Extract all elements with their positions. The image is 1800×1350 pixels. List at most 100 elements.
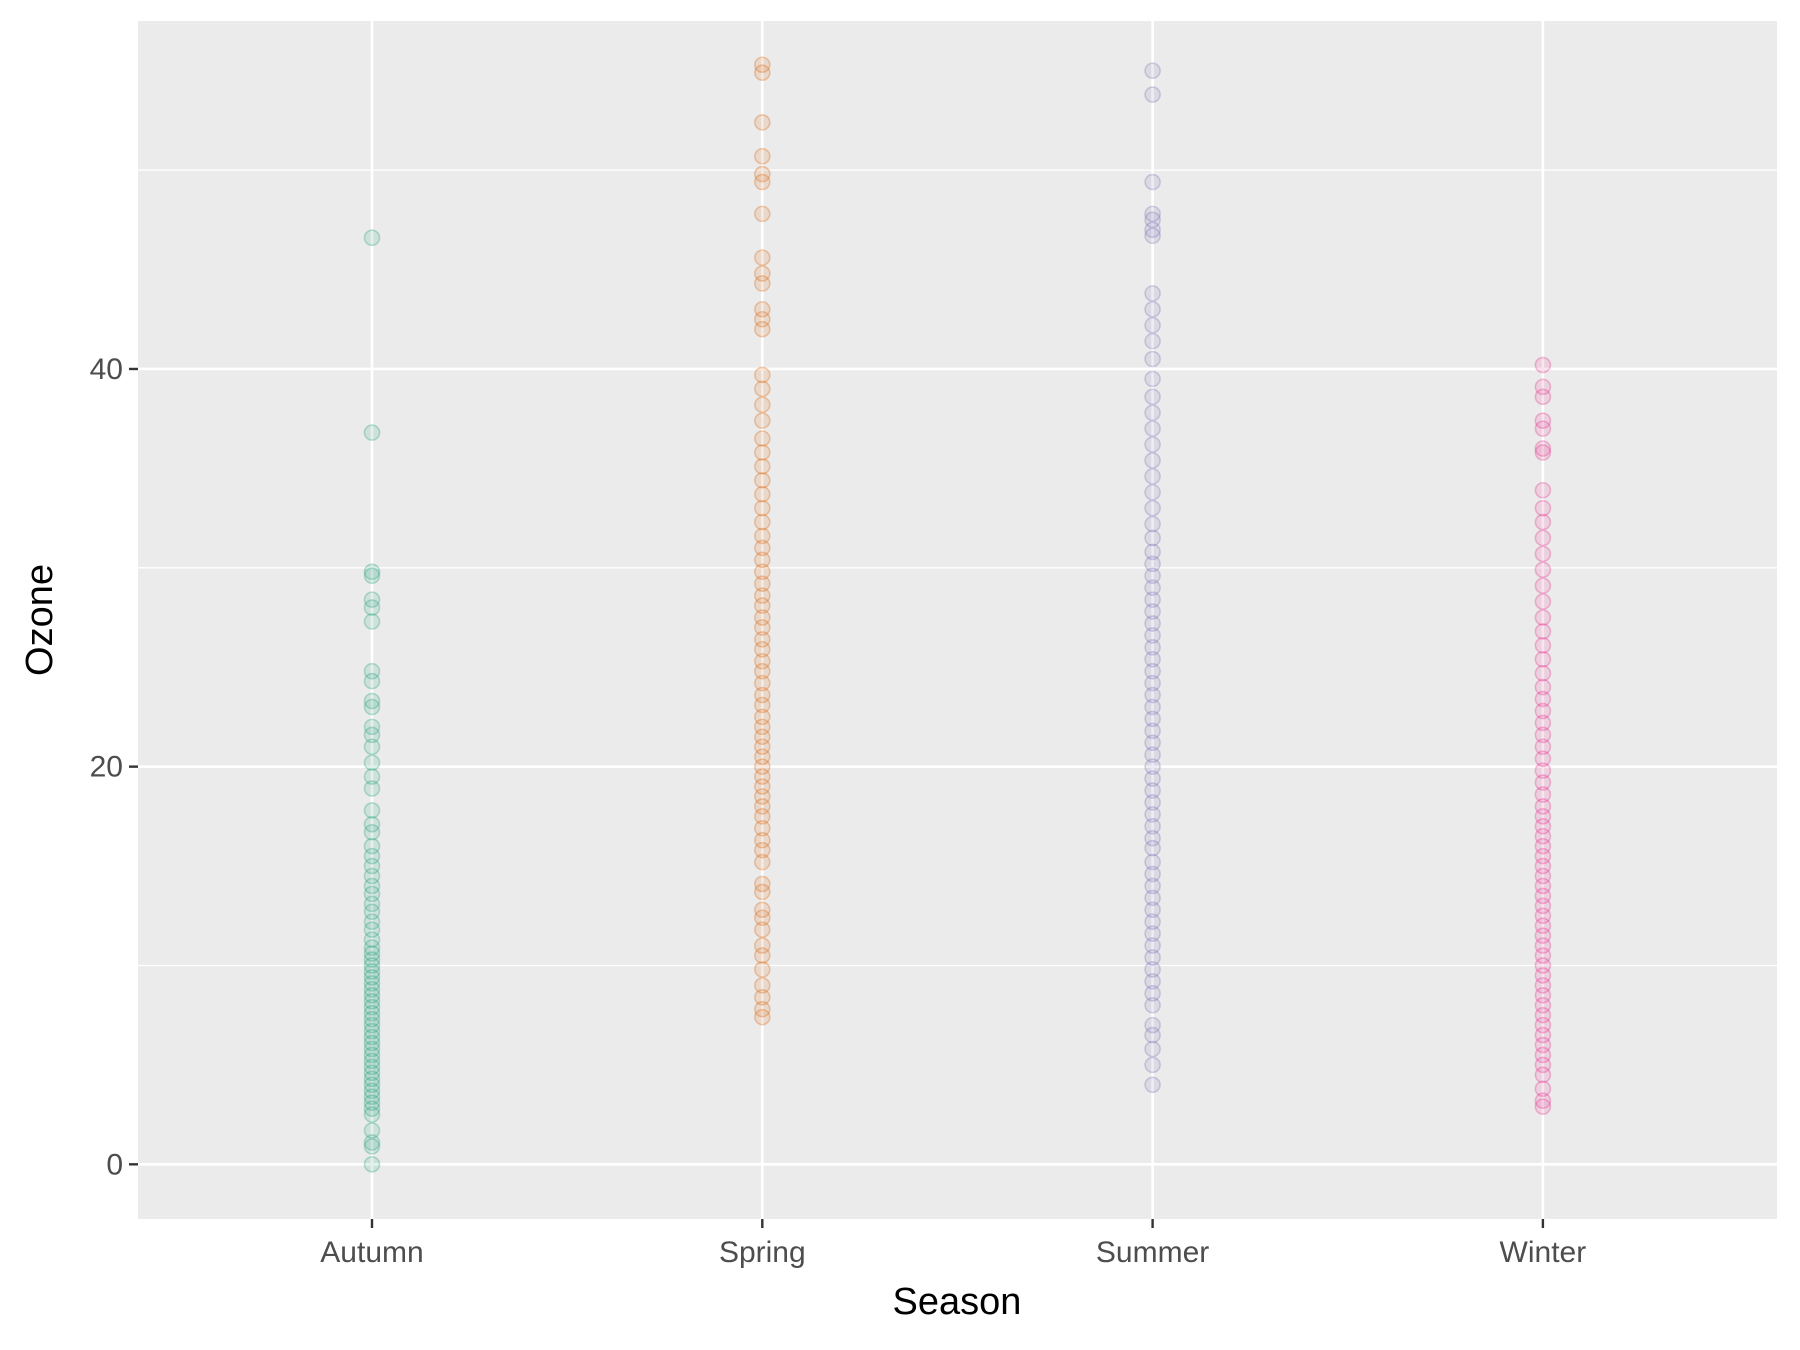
data-point-spring: [753, 748, 771, 766]
data-point-winter: [1534, 957, 1552, 974]
data-point-autumn: [363, 963, 381, 980]
data-point-autumn: [363, 1004, 381, 1022]
data-point-winter: [1534, 420, 1552, 437]
data-point-spring: [753, 310, 771, 328]
data-point-summer: [1144, 529, 1161, 547]
data-point-winter: [1534, 907, 1552, 925]
data-point-winter: [1534, 817, 1552, 835]
data-point-autumn: [363, 591, 381, 608]
data-point-spring: [753, 875, 771, 893]
data-point-spring: [753, 662, 771, 680]
data-point-summer: [1144, 420, 1161, 437]
data-point-spring: [753, 551, 771, 569]
data-point-summer: [1144, 925, 1161, 942]
x-tick-label: Autumn: [320, 1236, 423, 1269]
data-point-spring: [753, 430, 771, 447]
data-point-winter: [1534, 356, 1552, 374]
data-point-spring: [753, 114, 771, 131]
data-point-winter: [1534, 593, 1552, 610]
data-point-summer: [1144, 452, 1161, 469]
data-point-autumn: [363, 1052, 381, 1070]
data-point-autumn: [363, 981, 381, 998]
data-point-summer: [1144, 698, 1161, 716]
data-point-winter: [1534, 917, 1552, 935]
data-point-spring: [753, 961, 771, 978]
data-point-autumn: [363, 1088, 381, 1106]
data-point-winter: [1534, 609, 1552, 626]
minor-gridlines: [138, 169, 1777, 967]
data-point-spring: [753, 249, 771, 266]
data-point-winter: [1534, 987, 1552, 1004]
data-point-winter: [1534, 726, 1552, 744]
data-point-spring: [753, 619, 771, 636]
data-point-summer: [1144, 758, 1161, 775]
data-point-winter: [1534, 561, 1552, 579]
data-point-summer: [1144, 839, 1161, 857]
data-point-winter: [1534, 513, 1552, 531]
data-point-spring: [753, 631, 771, 648]
data-points: [363, 56, 1552, 1173]
data-point-summer: [1144, 388, 1161, 406]
data-point-spring: [753, 458, 771, 475]
data-point-autumn: [363, 1058, 381, 1076]
plot-panel: [138, 21, 1777, 1219]
data-point-winter: [1534, 927, 1552, 944]
data-point-spring: [753, 641, 771, 658]
data-point-autumn: [363, 1040, 381, 1058]
x-tick-label: Winter: [1500, 1236, 1587, 1269]
data-point-autumn: [363, 895, 381, 913]
data-point-autumn: [363, 1022, 381, 1040]
data-point-autumn: [363, 1016, 381, 1034]
data-point-autumn: [363, 662, 381, 680]
data-point-spring: [753, 320, 771, 338]
y-tick-label: 20: [90, 751, 123, 784]
data-point-spring: [753, 396, 771, 414]
data-point-summer: [1144, 937, 1161, 954]
data-point-summer: [1144, 865, 1161, 883]
data-point-summer: [1144, 686, 1161, 704]
x-tick-label: Spring: [719, 1236, 806, 1269]
data-point-winter: [1534, 798, 1552, 815]
data-point-summer: [1144, 350, 1161, 368]
data-point-winter: [1534, 897, 1552, 915]
data-point-autumn: [363, 1034, 381, 1052]
y-axis-title: Ozone: [19, 564, 61, 676]
data-point-winter: [1534, 664, 1552, 682]
data-point-spring: [753, 173, 771, 191]
data-point-summer: [1144, 543, 1161, 561]
data-point-autumn: [363, 931, 381, 948]
data-point-spring: [753, 977, 771, 994]
data-point-spring: [753, 380, 771, 398]
x-axis-title: Season: [893, 1281, 1022, 1323]
data-point-spring: [753, 412, 771, 429]
data-point-autumn: [363, 823, 381, 841]
data-point-winter: [1534, 1066, 1552, 1084]
data-point-winter: [1534, 774, 1552, 791]
data-point-spring: [753, 798, 771, 815]
data-point-summer: [1144, 1026, 1161, 1044]
data-point-autumn: [363, 726, 381, 744]
data-point-autumn: [363, 847, 381, 865]
data-point-winter: [1534, 867, 1552, 885]
data-point-summer: [1144, 961, 1161, 978]
data-point-summer: [1144, 770, 1161, 787]
data-point-summer: [1144, 285, 1161, 302]
data-point-autumn: [363, 1082, 381, 1100]
data-point-autumn: [363, 672, 381, 690]
data-point-winter: [1534, 623, 1552, 640]
data-point-summer: [1144, 332, 1161, 350]
data-point-summer: [1144, 794, 1161, 811]
data-point-autumn: [363, 738, 381, 756]
data-point-winter: [1534, 1046, 1552, 1064]
data-point-spring: [753, 909, 771, 927]
data-point-summer: [1144, 1056, 1161, 1074]
data-point-spring: [753, 587, 771, 604]
y-tick-label: 0: [106, 1148, 123, 1181]
data-point-summer: [1144, 674, 1161, 692]
data-point-autumn: [363, 987, 381, 1004]
data-point-autumn: [363, 945, 381, 962]
data-point-autumn: [363, 424, 381, 441]
data-point-summer: [1144, 205, 1161, 223]
data-point-spring: [753, 485, 771, 503]
data-point-autumn: [363, 780, 381, 797]
